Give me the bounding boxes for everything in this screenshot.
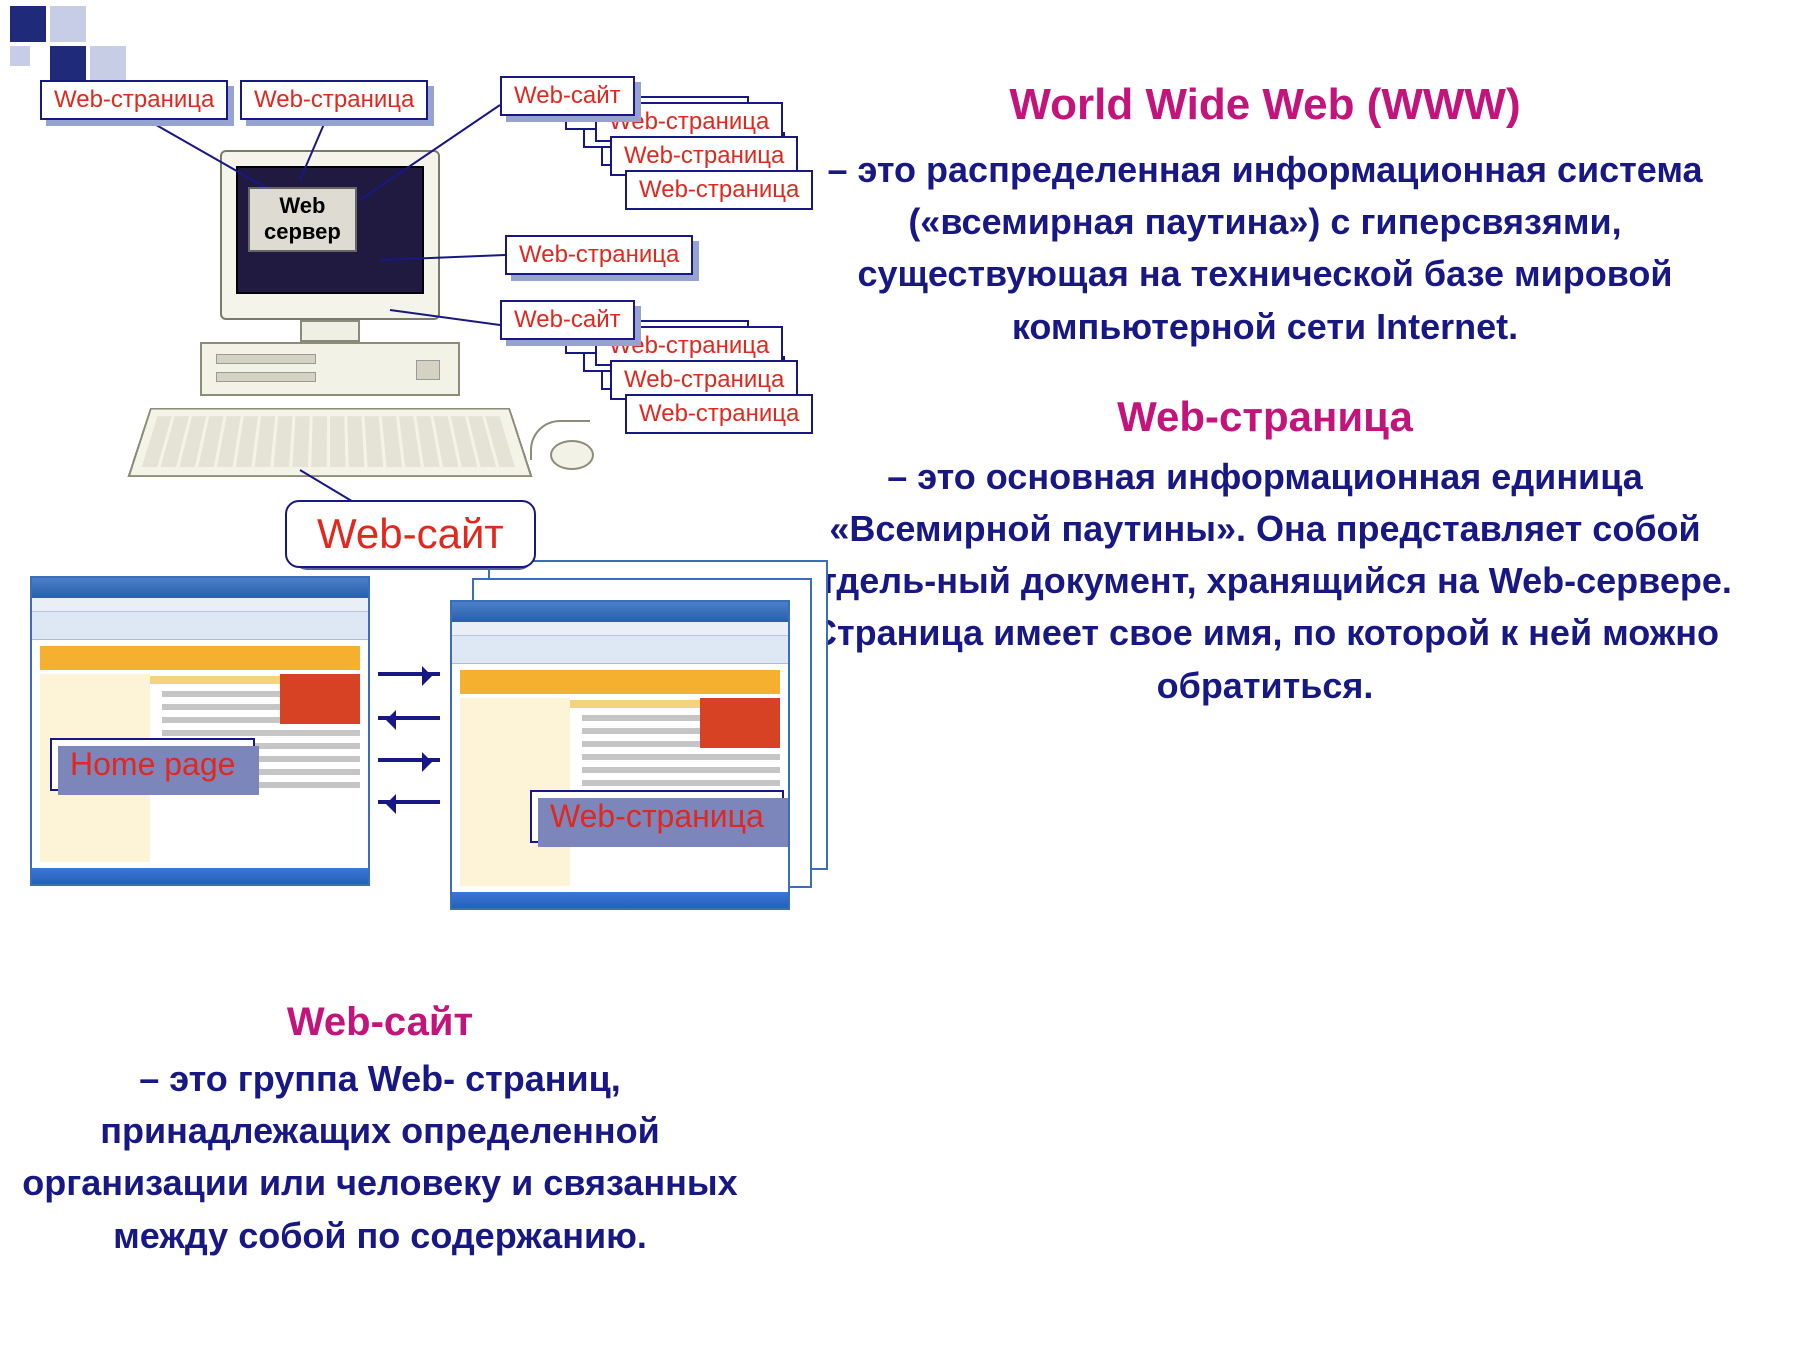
body-www: – это распределенная информационная сист… — [780, 144, 1750, 353]
big-site-label: Web-сайт — [285, 500, 536, 568]
web-site-label: Web-сайт — [500, 300, 635, 340]
body-webpage: – это основная информационная единица «В… — [780, 451, 1750, 712]
browser-screenshot-right — [450, 600, 790, 910]
arrow-left-1 — [378, 716, 440, 720]
heading-website: Web-сайт — [0, 1000, 760, 1045]
web-page-label: Web-страница — [625, 394, 813, 434]
web-page-label: Web-страница — [505, 235, 693, 275]
diagram-area: Web сервер Web-страница Web-страница Web-с… — [0, 0, 800, 1000]
arrow-right-1 — [378, 672, 440, 676]
arrow-right-2 — [378, 758, 440, 762]
web-site-label: Web-сайт — [500, 76, 635, 116]
arrow-left-2 — [378, 800, 440, 804]
body-website: – это группа Web- страниц, принадлежащих… — [0, 1053, 760, 1262]
web-server-label: Web сервер — [248, 187, 357, 252]
web-page-label: Web-страница — [40, 80, 228, 120]
heading-webpage: Web-страница — [780, 393, 1750, 441]
web-page-label-overlay: Web-страница — [530, 790, 784, 843]
heading-www: World Wide Web (WWW) — [780, 80, 1750, 130]
home-page-label: Home page — [50, 738, 255, 791]
browser-screenshot-left — [30, 576, 370, 886]
web-page-label: Web-страница — [625, 170, 813, 210]
web-page-label: Web-страница — [240, 80, 428, 120]
